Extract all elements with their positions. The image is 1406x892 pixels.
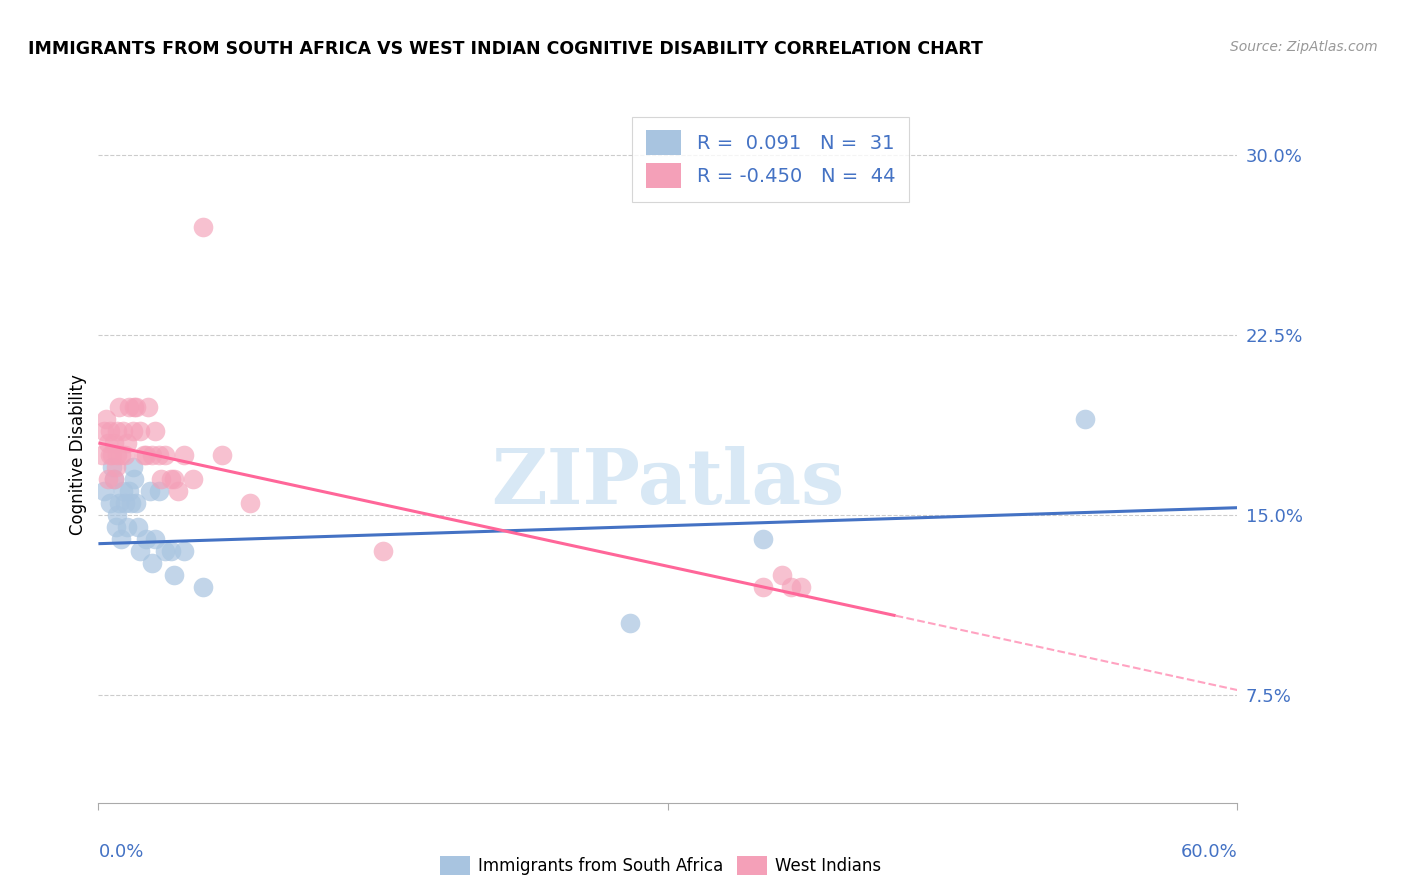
Point xyxy=(183,472,205,486)
Point xyxy=(167,483,190,498)
Point xyxy=(1074,412,1097,426)
Point xyxy=(107,508,129,522)
Point xyxy=(373,544,395,558)
Point xyxy=(619,615,641,630)
Point xyxy=(752,532,775,546)
Point xyxy=(110,532,132,546)
Point xyxy=(141,448,163,462)
Point xyxy=(100,459,122,474)
Legend: Immigrants from South Africa, West Indians: Immigrants from South Africa, West India… xyxy=(433,849,889,882)
Point xyxy=(153,544,176,558)
Point xyxy=(125,400,148,414)
Point xyxy=(239,496,262,510)
Point xyxy=(150,472,173,486)
Point xyxy=(98,424,121,438)
Point xyxy=(115,436,138,450)
Point xyxy=(91,448,114,462)
Point xyxy=(173,544,195,558)
Point xyxy=(100,448,122,462)
Point xyxy=(163,472,186,486)
Point xyxy=(790,580,813,594)
Point xyxy=(129,544,152,558)
Point xyxy=(93,424,115,438)
Point xyxy=(138,483,160,498)
Point xyxy=(108,496,131,510)
Point xyxy=(120,496,142,510)
Point xyxy=(135,448,157,462)
Legend: R =  0.091   N =  31, R = -0.450   N =  44: R = 0.091 N = 31, R = -0.450 N = 44 xyxy=(633,117,908,202)
Point xyxy=(132,448,155,462)
Point xyxy=(97,472,120,486)
Text: ZIPatlas: ZIPatlas xyxy=(491,446,845,520)
Point xyxy=(125,496,148,510)
Point xyxy=(141,556,163,570)
Point xyxy=(127,520,149,534)
Text: IMMIGRANTS FROM SOUTH AFRICA VS WEST INDIAN COGNITIVE DISABILITY CORRELATION CHA: IMMIGRANTS FROM SOUTH AFRICA VS WEST IND… xyxy=(28,40,983,58)
Point xyxy=(124,400,146,414)
Point xyxy=(118,483,141,498)
Point xyxy=(103,472,125,486)
Point xyxy=(159,544,181,558)
Point xyxy=(211,448,233,462)
Point xyxy=(173,448,195,462)
Point xyxy=(121,424,143,438)
Point xyxy=(108,400,131,414)
Point xyxy=(103,472,125,486)
Point xyxy=(114,448,136,462)
Point xyxy=(98,496,121,510)
Point xyxy=(112,424,135,438)
Point xyxy=(145,532,167,546)
Point xyxy=(104,459,127,474)
Text: 0.0%: 0.0% xyxy=(98,843,143,861)
Point xyxy=(148,448,170,462)
Point xyxy=(110,448,132,462)
Point xyxy=(191,580,214,594)
Point xyxy=(121,459,143,474)
Point xyxy=(107,424,129,438)
Point xyxy=(159,472,181,486)
Point xyxy=(124,472,146,486)
Point xyxy=(93,483,115,498)
Point xyxy=(114,496,136,510)
Point xyxy=(163,567,186,582)
Point xyxy=(148,483,170,498)
Text: Source: ZipAtlas.com: Source: ZipAtlas.com xyxy=(1230,40,1378,54)
Point xyxy=(752,580,775,594)
Point xyxy=(153,448,176,462)
Point xyxy=(115,520,138,534)
Point xyxy=(780,580,803,594)
Point xyxy=(104,520,127,534)
Point xyxy=(770,567,793,582)
Point xyxy=(94,412,117,426)
Point xyxy=(107,448,129,462)
Point xyxy=(98,448,121,462)
Text: 60.0%: 60.0% xyxy=(1181,843,1237,861)
Point xyxy=(135,532,157,546)
Point xyxy=(112,483,135,498)
Point xyxy=(103,436,125,450)
Point xyxy=(129,424,152,438)
Y-axis label: Cognitive Disability: Cognitive Disability xyxy=(69,375,87,535)
Point xyxy=(191,219,214,234)
Point xyxy=(97,436,120,450)
Point xyxy=(136,400,159,414)
Point xyxy=(145,424,167,438)
Point xyxy=(118,400,141,414)
